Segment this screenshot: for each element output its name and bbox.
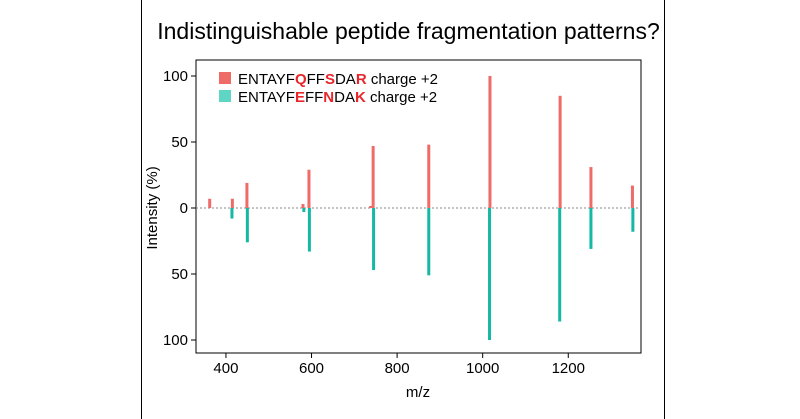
x-tick-label-800: 800 (385, 360, 410, 377)
figure-frame (141, 0, 665, 419)
legend-label-1: ENTAYFQFFSDAR charge +2 (238, 71, 438, 88)
y-axis-label: Intensity (%) (144, 166, 161, 249)
peak-bar-up-874 (427, 144, 431, 208)
x-tick-label-1000: 1000 (466, 360, 499, 377)
x-tick-label-600: 600 (299, 360, 324, 377)
peak-bar-down-414 (230, 208, 234, 219)
peak-bar-down-1253 (589, 208, 593, 249)
x-axis-label: m/z (406, 384, 430, 401)
x-tick-label-400: 400 (213, 360, 238, 377)
peak-bar-up-744 (371, 145, 375, 208)
peak-bar-up-580 (301, 204, 305, 208)
peak-bar-up-449 (245, 182, 249, 208)
y-tick-label-4: 100 (163, 332, 188, 349)
peak-bar-down-582 (302, 208, 306, 212)
peak-bar-up-1350 (630, 185, 634, 208)
peak-bar-down-1351 (631, 208, 635, 232)
peak-bar-up-1017 (488, 76, 492, 208)
legend-swatch-2 (219, 90, 231, 102)
legend-swatch-1 (219, 72, 231, 84)
peak-bar-down-450 (245, 208, 249, 243)
peak-bar-up-1253 (589, 167, 593, 208)
y-tick-label-0: 100 (163, 68, 188, 85)
peak-bar-up-594 (307, 169, 311, 208)
peak-bar-up-415 (230, 198, 234, 208)
peak-bar-down-874 (427, 208, 431, 276)
peak-bar-down-745 (372, 208, 376, 271)
y-tick-label-1: 50 (171, 134, 188, 151)
y-tick-label-3: 50 (171, 266, 188, 283)
peak-bar-up-738 (369, 206, 373, 208)
peak-bar-up-1181 (558, 95, 562, 208)
x-tick-label-1200: 1200 (552, 360, 585, 377)
peak-bar-down-595 (307, 208, 311, 252)
peak-bar-down-1180 (558, 208, 562, 322)
y-tick-label-2: 0 (180, 200, 188, 217)
plot-area (195, 59, 642, 354)
peak-bars (208, 76, 635, 340)
plot-border (195, 59, 642, 354)
peak-bar-down-1016 (488, 208, 492, 340)
axis-ticks: 400 600 800 1000 1200 100 50 0 50 100 (163, 68, 585, 377)
legend-label-2: ENTAYFEFFNDAK charge +2 (238, 89, 437, 106)
peak-bar-up-362 (208, 198, 212, 208)
chart-title: Indistinguishable peptide fragmentation … (157, 18, 660, 44)
